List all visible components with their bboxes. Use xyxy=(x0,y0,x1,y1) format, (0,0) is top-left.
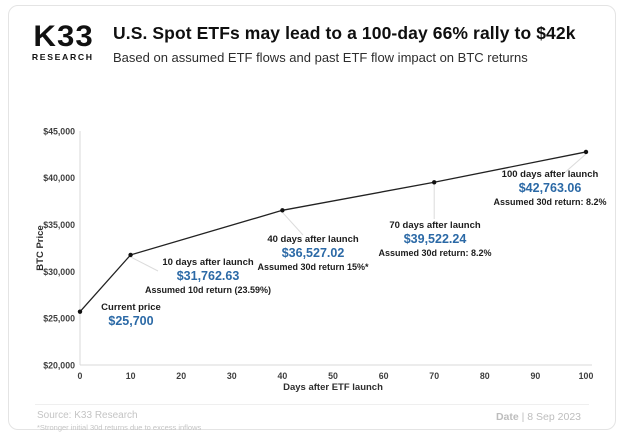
annotation-value: $31,762.63 xyxy=(176,269,240,283)
k33-logo: K33 RESEARCH xyxy=(23,20,101,67)
footnote-text: *Stronger initial 30d returns due to exc… xyxy=(37,423,202,432)
data-point-marker xyxy=(128,252,133,258)
annotation-70-days: 70 days after launch $39,522.24 Assumed … xyxy=(378,219,491,259)
x-tick-label: 60 xyxy=(379,371,389,381)
annotation-detail: Assumed 30d return 15%* xyxy=(257,262,369,272)
y-tick-label: $35,000 xyxy=(43,220,75,230)
annotation-label: 100 days after launch xyxy=(501,169,599,180)
annotation-leader-line xyxy=(561,153,587,176)
x-tick-label: 80 xyxy=(480,371,490,381)
footer-divider xyxy=(35,404,589,405)
x-tick-label: 40 xyxy=(278,371,288,381)
y-tick-label: $40,000 xyxy=(43,173,75,183)
annotation-value: $36,527.02 xyxy=(281,246,345,260)
annotation-detail: Assumed 30d return: 8.2% xyxy=(378,248,492,258)
annotation-value: $42,763.06 xyxy=(518,181,582,195)
x-tick-label: 70 xyxy=(429,371,439,381)
x-tick-label: 0 xyxy=(78,371,83,381)
date-separator: | xyxy=(521,411,525,423)
date-value: 8 Sep 2023 xyxy=(527,411,581,423)
annotation-label: 40 days after launch xyxy=(267,234,359,245)
k33-logo-text: K33 xyxy=(33,20,94,53)
y-tick-label: $45,000 xyxy=(43,127,75,137)
page-title: U.S. Spot ETFs may lead to a 100-day 66%… xyxy=(113,23,576,43)
annotation-label: Current price xyxy=(101,302,161,313)
y-tick-label: $30,000 xyxy=(43,267,75,277)
y-axis-title: BTC Price xyxy=(35,225,46,270)
chart-card: K33 RESEARCH U.S. Spot ETFs may lead to … xyxy=(8,5,616,433)
x-tick-label: 30 xyxy=(227,371,237,381)
date-block: Date | 8 Sep 2023 xyxy=(496,409,581,424)
y-tick-label: $25,000 xyxy=(43,314,75,324)
annotation-detail: Assumed 30d return: 8.2% xyxy=(493,197,607,207)
date-label: Date xyxy=(495,411,519,423)
annotation-detail: Assumed 10d return (23.59%) xyxy=(144,285,272,295)
title-block: U.S. Spot ETFs may lead to a 100-day 66%… xyxy=(113,20,576,67)
page-subtitle: Based on assumed ETF flows and past ETF … xyxy=(113,50,528,65)
annotation-current-price: Current price $25,700 xyxy=(101,301,161,329)
annotation-leader-line xyxy=(282,211,304,236)
data-point-marker xyxy=(77,309,83,314)
source-text: Source: K33 Research xyxy=(37,410,138,421)
data-point-marker xyxy=(432,180,437,185)
annotation-100-days: 100 days after launch $42,763.06 Assumed… xyxy=(493,168,606,208)
y-tick-label: $20,000 xyxy=(43,361,75,371)
annotation-label: 70 days after launch xyxy=(389,220,481,231)
k33-logo-subtext: RESEARCH xyxy=(31,52,94,62)
annotation-label: 10 days after launch xyxy=(162,257,254,268)
data-point-marker xyxy=(280,208,285,213)
annotation-value: $25,700 xyxy=(108,314,154,328)
annotation-leader-line xyxy=(130,256,159,272)
annotation-10-days: 10 days after launch $31,762.63 Assumed … xyxy=(145,256,271,296)
x-axis-title: Days after ETF launch xyxy=(283,382,383,393)
x-tick-label: 90 xyxy=(531,371,541,381)
annotation-value: $39,522.24 xyxy=(403,232,467,246)
footer: Source: K33 Research *Stronger initial 3… xyxy=(37,409,581,433)
annotation-40-days: 40 days after launch $36,527.02 Assumed … xyxy=(257,233,368,273)
x-tick-label: 50 xyxy=(328,371,338,381)
x-tick-label: 20 xyxy=(176,371,186,381)
data-point-marker xyxy=(583,149,589,155)
x-tick-label: 100 xyxy=(579,371,594,381)
series-layer xyxy=(77,149,589,314)
source-block: Source: K33 Research *Stronger initial 3… xyxy=(37,409,201,433)
header: K33 RESEARCH U.S. Spot ETFs may lead to … xyxy=(23,20,605,67)
x-tick-label: 10 xyxy=(126,371,136,381)
